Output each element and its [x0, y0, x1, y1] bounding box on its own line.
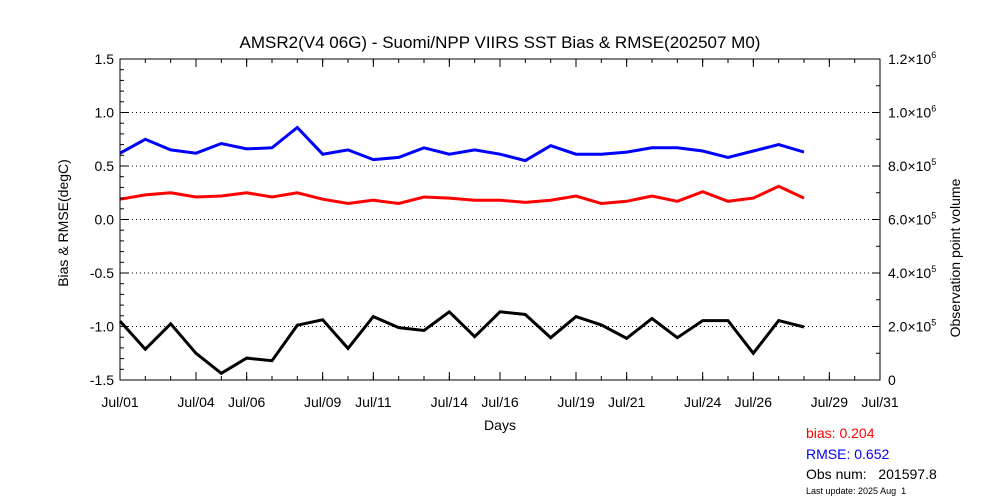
series-line-bias: [119, 184, 805, 206]
x-tick-label: Jul/24: [684, 394, 722, 410]
series-line-rmse: [119, 125, 805, 163]
y2-tick-mantissa: 2.0×10: [888, 319, 931, 335]
y2-tick-label: 1.2×106: [888, 50, 936, 67]
x-tick-label: Jul/19: [557, 394, 595, 410]
x-tick-label: Jul/21: [608, 394, 646, 410]
x-tick-label: Jul/11: [355, 394, 392, 410]
last-update-text: Last update: 2025 Aug 1: [806, 486, 907, 496]
rmse-stat: RMSE: 0.652: [806, 446, 890, 462]
y-tick-label: 0.0: [95, 212, 115, 228]
y-tick-label: -0.5: [90, 265, 114, 281]
y2-axis-label: Observation point volume: [947, 178, 963, 337]
y2-tick-mantissa: 8.0×10: [888, 158, 931, 174]
x-tick-label: Jul/16: [481, 394, 519, 410]
y-tick-label: 0.5: [95, 158, 115, 174]
y-tick-label: -1.0: [90, 319, 114, 335]
y2-tick-mantissa: 1.0×10: [888, 105, 931, 121]
y-axis-label: Bias & RMSE(degC): [55, 159, 71, 287]
series-line-obs: [118, 309, 805, 376]
y2-tick-mantissa: 6.0×10: [888, 212, 931, 228]
y2-tick-exponent: 5: [931, 318, 936, 328]
x-tick-label: Jul/14: [431, 394, 469, 410]
y2-tick-exponent: 6: [931, 50, 936, 60]
y2-tick-mantissa: 0: [888, 372, 896, 388]
x-tick-label: Jul/01: [101, 394, 139, 410]
x-tick-label: Jul/31: [861, 394, 899, 410]
y2-tick-mantissa: 1.2×10: [888, 51, 931, 67]
y-tick-label: 1.5: [95, 51, 115, 67]
y2-tick-label: 6.0×105: [888, 211, 936, 228]
obs-num-stat: Obs num: 201597.8: [806, 466, 937, 482]
x-axis-label: Days: [484, 417, 516, 433]
x-tick-label: Jul/09: [304, 394, 342, 410]
chart-title: AMSR2(V4 06G) - Suomi/NPP VIIRS SST Bias…: [240, 33, 761, 52]
y-tick-label: -1.5: [90, 372, 114, 388]
x-tick-label: Jul/04: [177, 394, 215, 410]
y2-tick-label: 4.0×105: [888, 264, 936, 281]
y2-tick-label: 8.0×105: [888, 157, 936, 174]
y2-tick-exponent: 6: [931, 104, 936, 114]
bias-stat: bias: 0.204: [806, 425, 875, 441]
y-tick-label: 1.0: [95, 105, 115, 121]
y2-tick-exponent: 5: [931, 211, 936, 221]
x-tick-label: Jul/29: [811, 394, 849, 410]
series-lines: [118, 125, 805, 376]
x-tick-label: Jul/26: [735, 394, 773, 410]
y2-tick-label: 0: [888, 372, 896, 388]
gridlines: [120, 112, 880, 327]
y2-tick-label: 2.0×105: [888, 318, 936, 335]
y2-tick-exponent: 5: [931, 157, 936, 167]
axes: 1.51.00.50.0-0.5-1.0-1.5 02.0×1054.0×1056…: [90, 50, 936, 410]
x-tick-label: Jul/06: [228, 394, 266, 410]
y2-tick-mantissa: 4.0×10: [888, 265, 931, 281]
y2-tick-label: 1.0×106: [888, 104, 936, 121]
y2-tick-exponent: 5: [931, 264, 936, 274]
